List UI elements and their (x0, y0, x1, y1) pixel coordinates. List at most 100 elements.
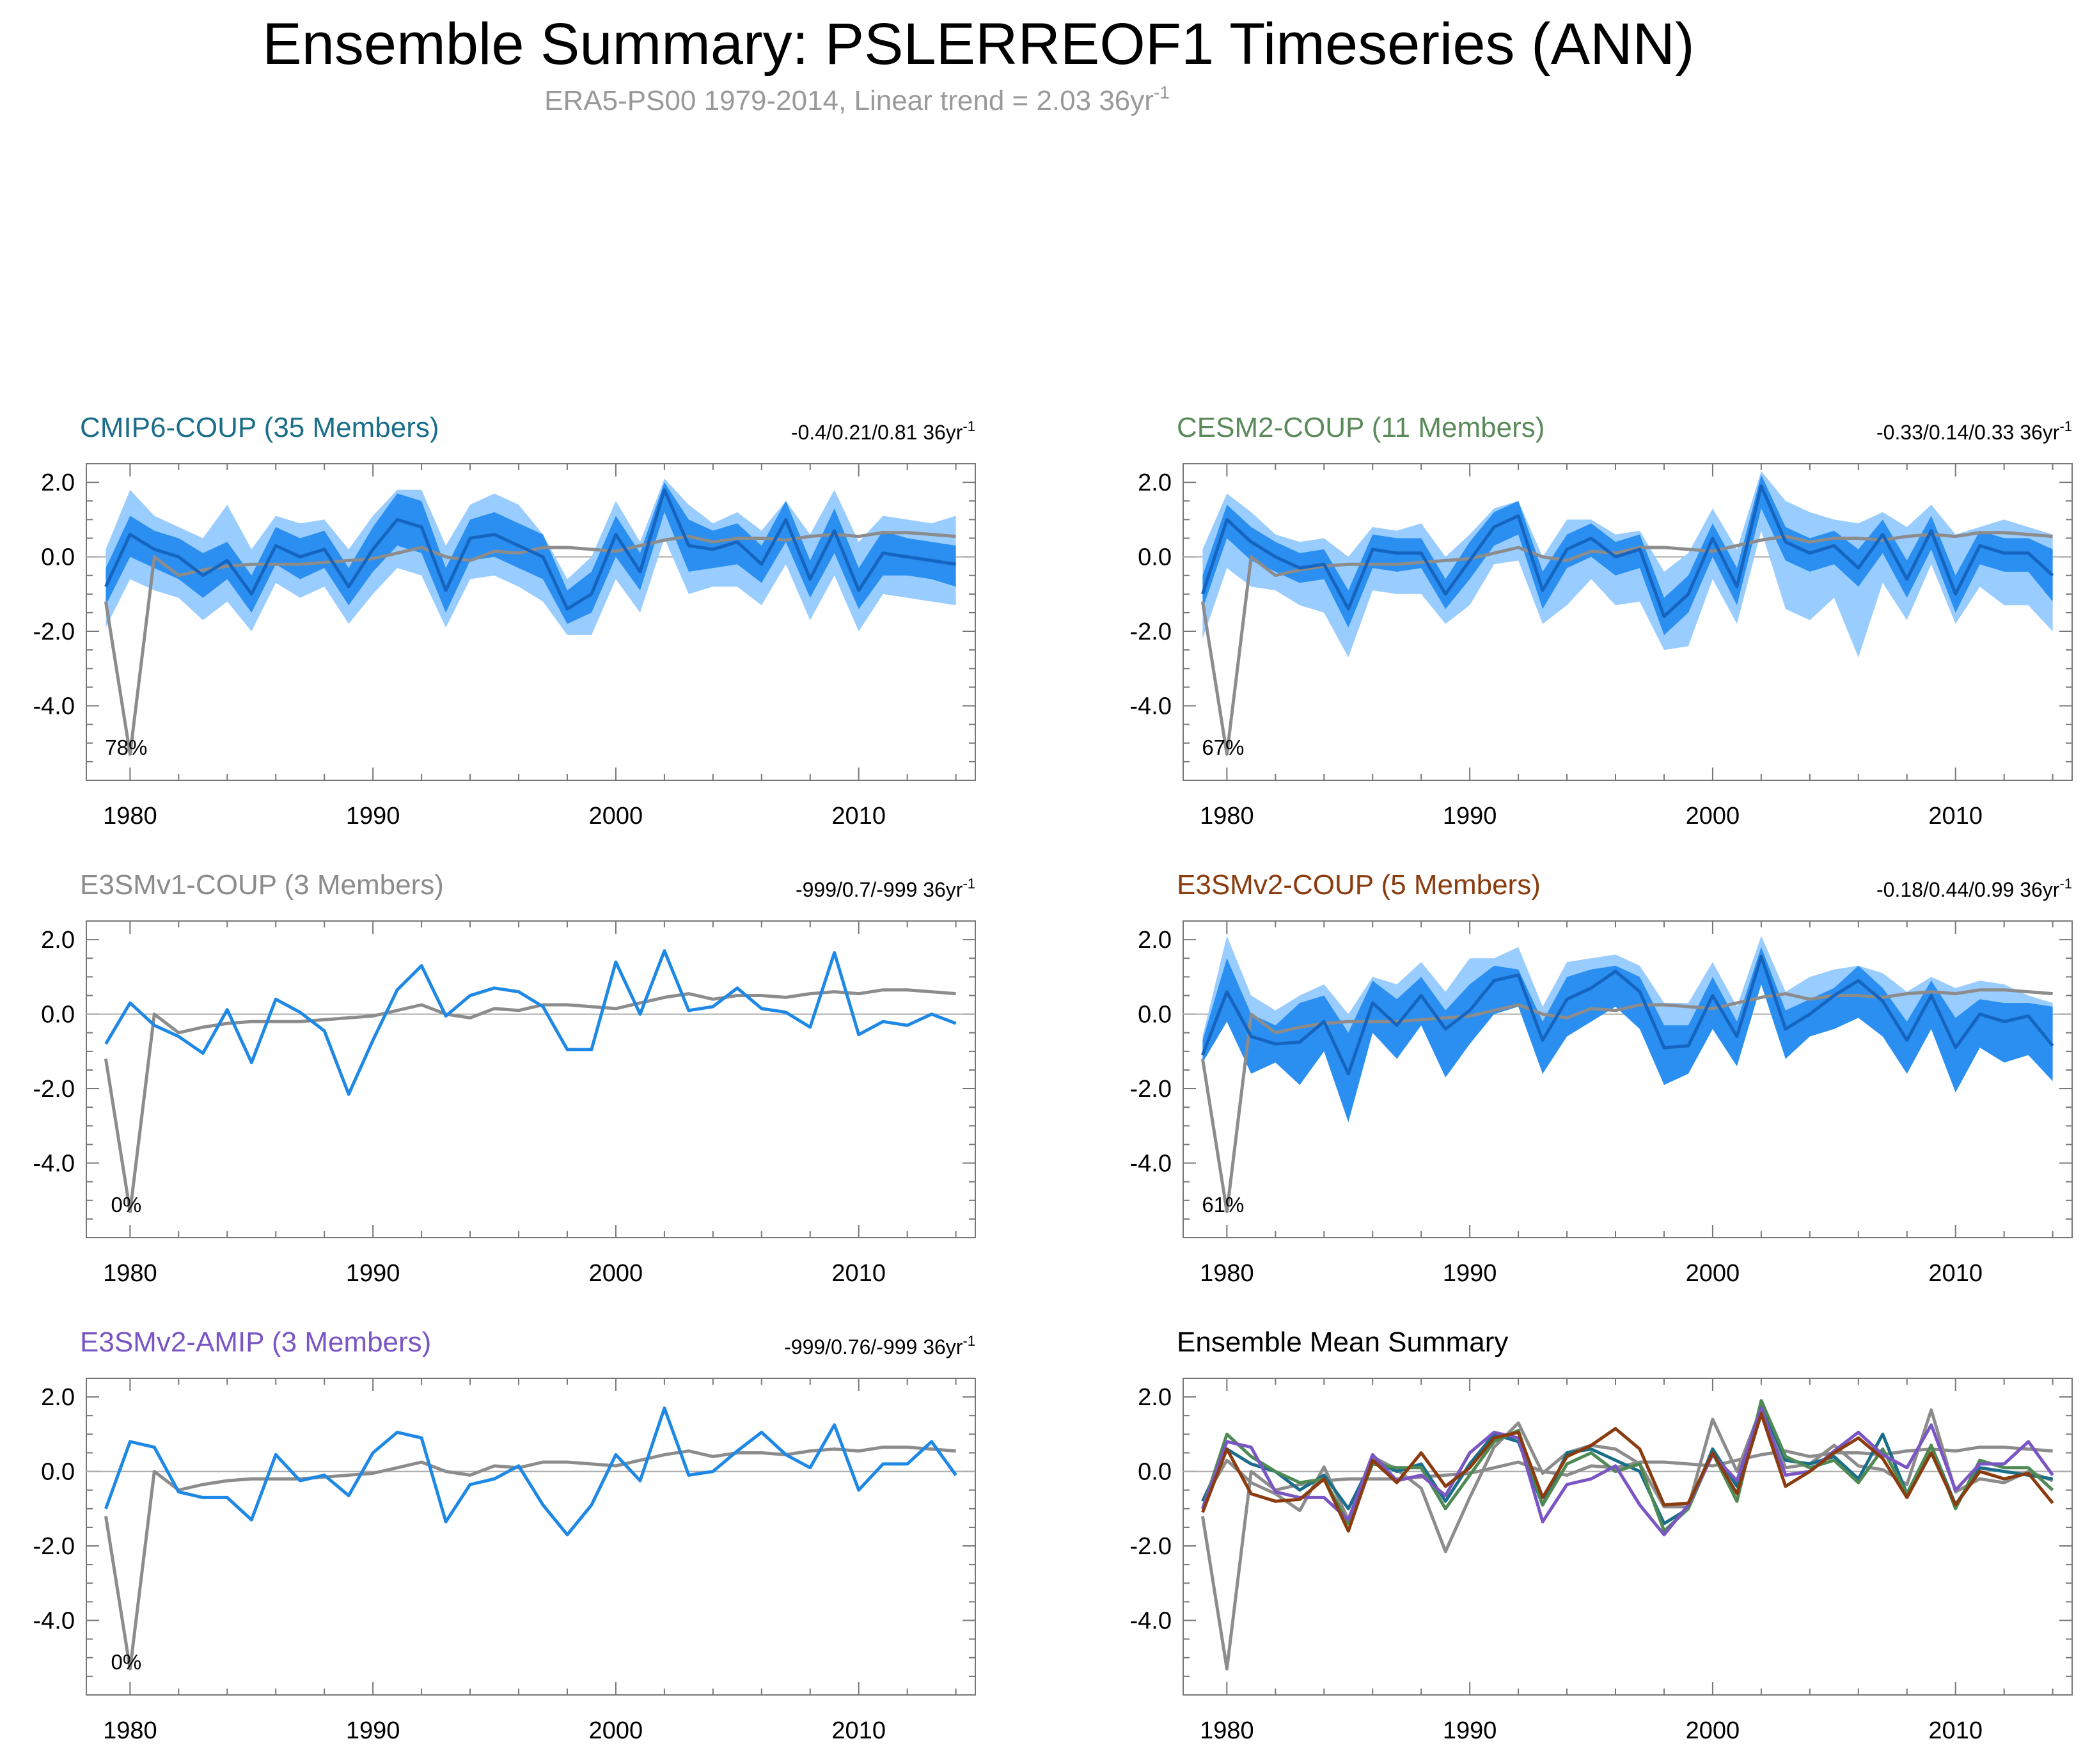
x-tick-label: 1990 (1443, 803, 1497, 830)
x-tick-label: 2010 (1928, 803, 1983, 830)
y-tick-label: -4.0 (33, 693, 75, 720)
x-tick-label: 1990 (346, 1260, 400, 1287)
y-tick-label: 0.0 (1138, 1459, 1172, 1486)
x-tick-label: 2010 (1928, 1260, 1983, 1287)
panel-trend-sup: -1 (963, 1333, 975, 1349)
x-tick-label: 2010 (831, 1717, 886, 1744)
panel-trend-sup: -1 (963, 418, 975, 434)
panel-trend-sup: -1 (2059, 876, 2072, 892)
series-line (1201, 1412, 2054, 1533)
y-tick-label: -2.0 (33, 1076, 75, 1103)
figure-subtitle-sup: -1 (1154, 83, 1170, 102)
y-tick-label: -2.0 (33, 618, 75, 645)
y-tick-label: 2.0 (1138, 469, 1172, 496)
x-tick-label: 2000 (589, 1717, 643, 1744)
panel-trend-text: -999/0.76/-999 36yr (784, 1335, 963, 1358)
plot-frame (1183, 463, 2073, 781)
percent-label: 0% (111, 1193, 142, 1217)
percent-label: 0% (111, 1650, 142, 1674)
y-tick-label: -4.0 (33, 1608, 75, 1635)
x-tick-label: 1990 (1443, 1260, 1497, 1287)
panel-1: CESM2-COUP (11 Members) -0.33/0.14/0.33 3… (1130, 412, 2073, 830)
x-tick-label: 2000 (589, 1260, 643, 1287)
y-tick-label: -2.0 (1130, 1076, 1172, 1103)
x-tick-label: 1990 (346, 1717, 400, 1744)
percent-label: 61% (1202, 1193, 1244, 1217)
plot-frame (1183, 1378, 2073, 1696)
y-tick-label: 0.0 (41, 544, 75, 571)
x-tick-label: 2000 (589, 803, 643, 830)
y-tick-label: 2.0 (41, 927, 75, 954)
y-tick-label: 2.0 (1138, 1384, 1172, 1411)
series-line (1201, 1406, 2054, 1554)
x-tick-label: 1990 (1443, 1717, 1497, 1744)
x-tick-label: 1980 (1200, 1717, 1254, 1744)
x-tick-label: 2000 (1686, 1260, 1740, 1287)
panel-trend-text: -0.4/0.21/0.81 36yr (791, 421, 963, 444)
panels-group: CMIP6-COUP (35 Members) -0.4/0.21/0.81 36… (33, 412, 2073, 1744)
panel-trend: -999/0.76/-999 36yr-1 (784, 1333, 975, 1358)
figure-subtitle-main: ERA5-PS00 1979-2014, Linear trend = 2.03… (544, 85, 1154, 116)
panel-title: E3SMv1-COUP (3 Members) (80, 869, 444, 901)
panel-trend-sup: -1 (963, 876, 975, 892)
series-line (1200, 531, 2053, 756)
y-tick-label: -4.0 (1130, 1151, 1172, 1177)
y-tick-label: 2.0 (1138, 927, 1172, 954)
y-tick-label: -4.0 (33, 1151, 75, 1177)
y-tick-label: 2.0 (41, 469, 75, 496)
series-line (104, 988, 956, 1213)
plot-frame (1183, 920, 2073, 1238)
figure-title: Ensemble Summary: PSLERREOF1 Timeseries … (262, 12, 1694, 77)
panel-4: E3SMv2-AMIP (3 Members) -999/0.76/-999 36… (33, 1327, 976, 1744)
band-inner (106, 482, 956, 624)
x-tick-label: 1980 (1200, 803, 1254, 830)
y-tick-label: 0.0 (41, 1459, 75, 1486)
x-tick-label: 1990 (346, 803, 400, 830)
y-tick-label: -4.0 (1130, 693, 1172, 720)
x-tick-label: 2000 (1686, 1717, 1740, 1744)
percent-label: 78% (105, 736, 147, 759)
panel-2: E3SMv1-COUP (3 Members) -999/0.7/-999 36y… (33, 869, 976, 1287)
panel-trend: -0.18/0.44/0.99 36yr-1 (1876, 876, 2072, 901)
plot-frame (86, 1378, 976, 1696)
y-tick-label: 0.0 (1138, 544, 1172, 571)
panel-title: Ensemble Mean Summary (1177, 1327, 1508, 1358)
panel-trend: -0.4/0.21/0.81 36yr-1 (791, 418, 975, 444)
panel-trend-text: -0.18/0.44/0.99 36yr (1876, 878, 2060, 901)
x-tick-label: 1980 (103, 1260, 157, 1287)
x-tick-label: 2010 (831, 803, 886, 830)
x-tick-label: 1980 (103, 1717, 157, 1744)
x-tick-label: 1980 (103, 803, 157, 830)
series-line (1201, 1406, 2054, 1537)
plot-frame (86, 920, 976, 1238)
panel-title: CMIP6-COUP (35 Members) (80, 412, 439, 443)
panel-title: E3SMv2-AMIP (3 Members) (80, 1327, 431, 1358)
y-tick-label: -2.0 (1130, 1533, 1172, 1560)
x-tick-label: 2010 (831, 1260, 886, 1287)
x-tick-label: 2000 (1686, 803, 1740, 830)
panel-trend-text: -0.33/0.14/0.33 36yr (1876, 421, 2060, 444)
y-tick-label: 2.0 (41, 1384, 75, 1411)
panel-trend-text: -999/0.7/-999 36yr (796, 878, 963, 901)
panel-0: CMIP6-COUP (35 Members) -0.4/0.21/0.81 36… (33, 412, 976, 830)
series-line (1201, 484, 2054, 618)
series-line (1201, 954, 2054, 1076)
y-tick-label: 0.0 (41, 1002, 75, 1028)
band-inner (1202, 475, 2053, 635)
percent-label: 67% (1202, 736, 1244, 759)
figure-subtitle: ERA5-PS00 1979-2014, Linear trend = 2.03… (544, 83, 1170, 116)
series-line (1200, 988, 2053, 1213)
panel-trend-sup: -1 (2059, 418, 2072, 434)
y-tick-label: -4.0 (1130, 1608, 1172, 1635)
series-line (104, 949, 957, 1096)
series-line (104, 1445, 956, 1671)
series-line (104, 1406, 957, 1537)
panel-trend: -999/0.7/-999 36yr-1 (796, 876, 975, 901)
y-tick-label: -2.0 (33, 1533, 75, 1560)
x-tick-label: 1980 (1200, 1260, 1254, 1287)
panel-title: CESM2-COUP (11 Members) (1177, 412, 1545, 443)
panel-title: E3SMv2-COUP (5 Members) (1177, 869, 1541, 901)
x-tick-label: 2010 (1928, 1717, 1983, 1744)
